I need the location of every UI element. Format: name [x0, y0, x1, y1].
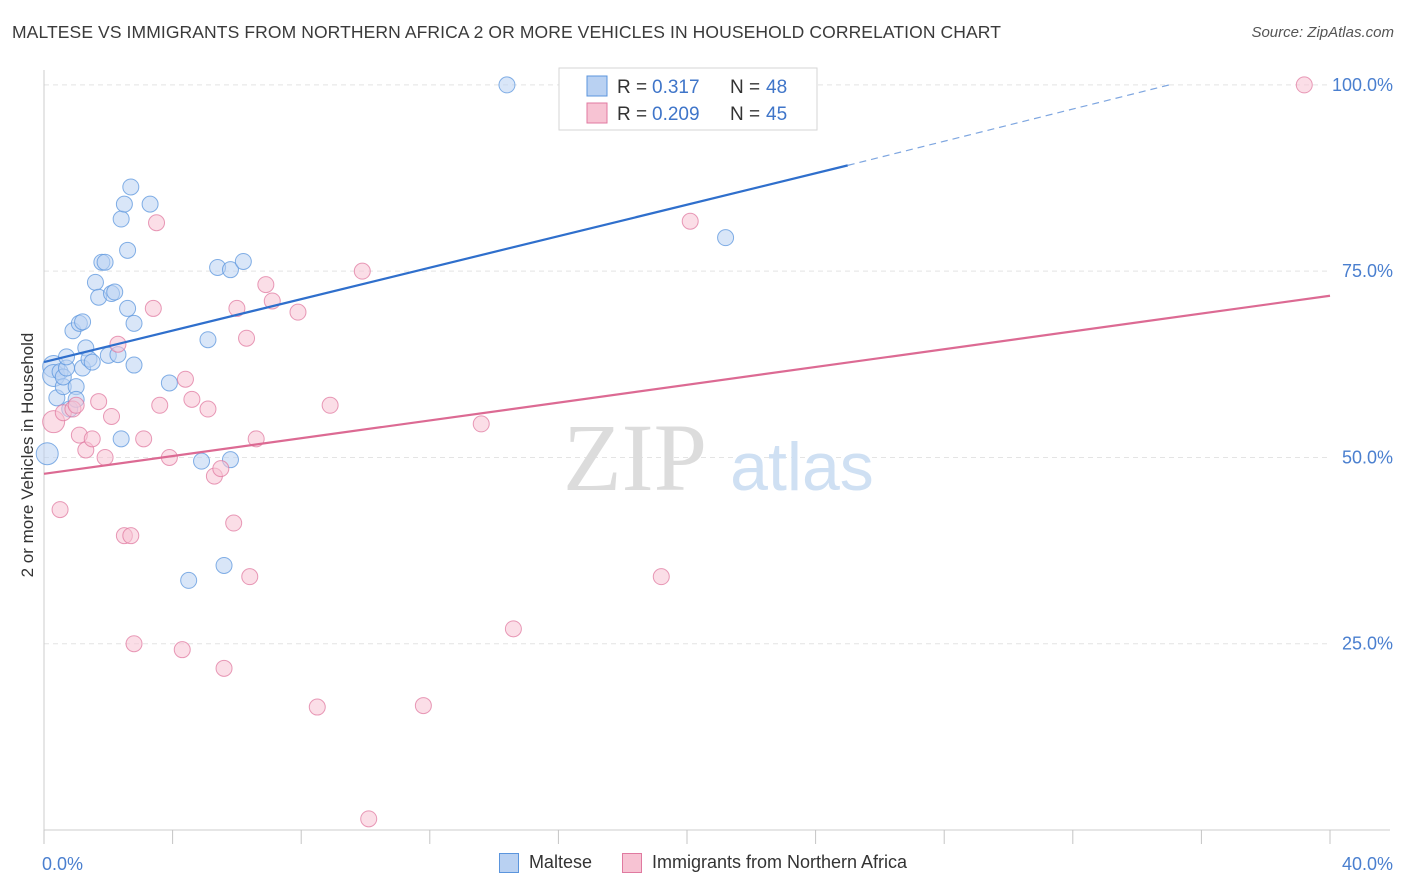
point-maltese-32 [122, 178, 140, 196]
point-maltese-27 [112, 430, 130, 448]
immigrants-swatch [621, 852, 642, 873]
point-maltese-37 [180, 571, 198, 589]
point-immigrants-13 [122, 527, 140, 545]
trend-line-maltese [43, 164, 849, 364]
x-tick-label-min: 0.0% [42, 854, 83, 874]
point-immigrants-29 [238, 329, 256, 347]
y-axis-label: 2 or more Vehicles in Household [18, 333, 37, 578]
point-maltese-33 [125, 314, 143, 332]
point-maltese-39 [199, 331, 217, 349]
watermark: ZIP atlas [563, 404, 874, 511]
point-immigrants-21 [176, 370, 194, 388]
point-maltese-31 [119, 241, 137, 259]
point-immigrants-38 [360, 810, 378, 828]
watermark-zip: ZIP [563, 404, 707, 511]
point-immigrants-18 [151, 396, 169, 414]
point-immigrants-41 [504, 620, 522, 638]
point-immigrants-37 [353, 262, 371, 280]
point-immigrants-1 [51, 501, 69, 519]
legend-n-value-immigrants: 45 [766, 104, 787, 125]
point-maltese-42 [221, 261, 239, 279]
legend-item-immigrants[interactable]: Immigrants from Northern Africa [621, 852, 908, 873]
legend-n-label-maltese: N = [730, 77, 760, 98]
point-immigrants-42 [652, 568, 670, 586]
point-immigrants-44 [1295, 76, 1313, 94]
point-immigrants-15 [135, 430, 153, 448]
point-maltese-29 [115, 195, 133, 213]
point-immigrants-30 [241, 568, 259, 586]
point-maltese-46 [717, 229, 735, 247]
point-maltese-45 [498, 76, 516, 94]
point-immigrants-8 [90, 393, 108, 411]
y-tick-label-100: 100.0% [1332, 75, 1393, 95]
legend-item-maltese[interactable]: Maltese [498, 852, 592, 873]
x-tick-label-max: 40.0% [1342, 854, 1393, 874]
point-maltese-19 [86, 273, 104, 291]
point-immigrants-36 [321, 396, 339, 414]
point-immigrants-28 [228, 299, 246, 317]
chart-source: Source: ZipAtlas.com [1251, 24, 1394, 41]
point-immigrants-20 [173, 641, 191, 659]
legend-n-label-immigrants: N = [730, 104, 760, 125]
point-immigrants-14 [125, 635, 143, 653]
point-immigrants-23 [199, 400, 217, 418]
point-immigrants-40 [472, 415, 490, 433]
trend-extension-maltese [847, 84, 1170, 166]
legend-label-immigrants: Immigrants from Northern Africa [651, 852, 908, 872]
point-maltese-35 [141, 195, 159, 213]
trend-lines [43, 84, 1331, 475]
legend-swatch-immigrants [586, 102, 608, 124]
legend-label-maltese: Maltese [528, 852, 592, 872]
point-immigrants-10 [103, 407, 121, 425]
tick-labels: 25.0% 50.0% 75.0% 100.0% 0.0% 40.0% [42, 75, 1393, 874]
point-immigrants-39 [414, 697, 432, 715]
point-immigrants-35 [308, 698, 326, 716]
point-immigrants-26 [215, 659, 233, 677]
point-immigrants-43 [681, 212, 699, 230]
point-immigrants-17 [148, 214, 166, 232]
point-immigrants-16 [144, 299, 162, 317]
legend-r-value-immigrants: 0.209 [652, 104, 700, 125]
legend-swatch-maltese [586, 75, 608, 97]
y-tick-label-75: 75.0% [1342, 261, 1393, 281]
point-maltese-0 [35, 442, 59, 466]
trend-line-immigrants [43, 294, 1331, 475]
bottom-legend: Maltese Immigrants from Northern Africa [0, 852, 1406, 873]
point-maltese-38 [193, 452, 211, 470]
point-immigrants-34 [289, 303, 307, 321]
y-tick-label-25: 25.0% [1342, 634, 1393, 654]
point-immigrants-9 [96, 448, 114, 466]
point-immigrants-22 [183, 390, 201, 408]
maltese-swatch [498, 852, 519, 873]
data-points [35, 76, 1313, 828]
point-maltese-18 [83, 353, 101, 371]
point-maltese-34 [125, 356, 143, 374]
legend-r-value-maltese: 0.317 [652, 77, 700, 98]
point-maltese-36 [160, 374, 178, 392]
point-immigrants-32 [257, 276, 275, 294]
chart-title: MALTESE VS IMMIGRANTS FROM NORTHERN AFRI… [12, 22, 1002, 42]
point-maltese-25 [106, 283, 124, 301]
point-maltese-30 [119, 299, 137, 317]
legend-n-value-maltese: 48 [766, 77, 787, 98]
point-maltese-14 [74, 313, 92, 331]
gridlines [44, 84, 1330, 645]
point-immigrants-25 [212, 460, 230, 478]
legend-box: R = 0.317 N = 48 R = 0.209 N = 45 [558, 67, 818, 131]
point-maltese-44 [234, 252, 252, 270]
point-immigrants-27 [225, 514, 243, 532]
legend-r-label-maltese: R = [617, 77, 647, 98]
y-tick-label-50: 50.0% [1342, 447, 1393, 467]
point-immigrants-7 [83, 430, 101, 448]
point-maltese-28 [112, 210, 130, 228]
point-maltese-41 [215, 556, 233, 574]
legend-r-label-immigrants: R = [617, 104, 647, 125]
point-maltese-22 [96, 253, 114, 271]
watermark-atlas: atlas [730, 429, 874, 505]
point-immigrants-4 [67, 396, 85, 414]
